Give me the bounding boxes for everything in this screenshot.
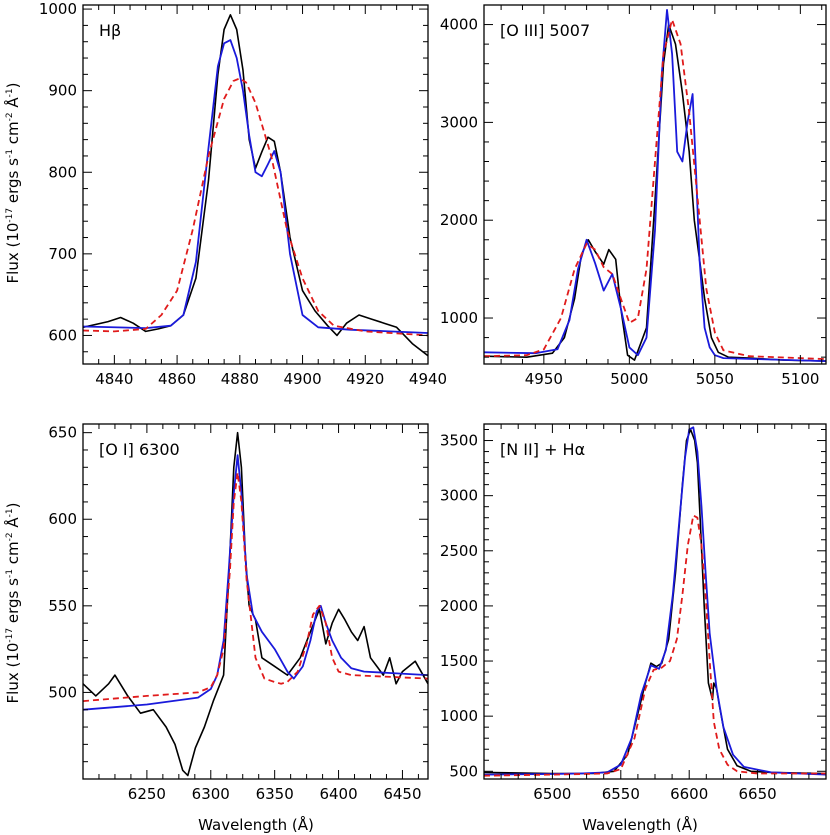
panel-title-oiii-5007: [O III] 5007: [500, 21, 590, 40]
y-tick-label: 800: [48, 163, 77, 181]
x-tick-label: 6500: [533, 785, 571, 803]
y-tick-label: 1000: [440, 707, 478, 725]
y-tick-label: 900: [48, 82, 77, 100]
y-axis-title-lower: Flux (10-17 ergs s-1 cm-2 Å-1): [3, 503, 22, 704]
y-tick-label: 1000: [39, 0, 77, 18]
series-red-dashed-nii-halpha: [484, 514, 826, 777]
x-tick-label: 5000: [610, 370, 648, 388]
panel-title-hbeta: Hβ: [99, 21, 121, 40]
y-tick-label: 3500: [440, 432, 478, 450]
y-tick-label: 1000: [440, 309, 478, 327]
y-axis-title-upper: Flux (10-17 ergs s-1 cm-2 Å-1): [3, 83, 22, 284]
y-tick-label: 2500: [440, 542, 478, 560]
y-tick-label: 2000: [440, 211, 478, 229]
panel-hbeta: 4840 4860 4880 4900 4920 4940 600 700 800 900 1000…: [39, 0, 447, 388]
x-tick-label: 6550: [602, 785, 640, 803]
series-black-solid-nii-halpha: [484, 428, 826, 775]
x-tick-label: 4900: [283, 370, 321, 388]
series-blue-solid-oiii-5007: [484, 9, 826, 362]
series-red-dashed-hbeta: [83, 77, 428, 337]
panel-title-nii-halpha: [N II] + Hα: [500, 440, 585, 459]
plot-frame-oi-6300: [82, 423, 429, 780]
y-tick-label: 3000: [440, 113, 478, 131]
series-red-dashed-oi-6300: [83, 471, 428, 702]
x-tick-label: 6400: [319, 785, 357, 803]
panel-title-oi-6300: [O I] 6300: [99, 440, 180, 459]
plot-frame-nii-halpha: [483, 423, 827, 780]
x-tick-label: 6600: [670, 785, 708, 803]
x-tick-label: 4840: [95, 370, 133, 388]
x-axis-title-left: Wavelength (Å): [198, 815, 314, 834]
series-black-solid-hbeta: [83, 14, 428, 357]
y-tick-label: 700: [48, 245, 77, 263]
y-tick-label: 500: [449, 762, 478, 780]
x-tick-label: 4860: [158, 370, 196, 388]
series-black-solid-oi-6300: [83, 431, 428, 777]
y-tick-label: 1500: [440, 652, 478, 670]
x-tick-label: 4920: [346, 370, 384, 388]
chart-panels: 4840 4860 4880 4900 4920 4940 600 700 800 900 1000…: [39, 0, 827, 803]
x-tick-label: 6300: [192, 785, 230, 803]
plot-frame-oiii-5007: [483, 4, 827, 365]
y-tick-label: 600: [48, 510, 77, 528]
panel-nii-halpha: 6500 6550 6600 6650 500 1000 1500 2000 2500 3000 3…: [440, 423, 827, 803]
x-tick-label: 6450: [383, 785, 421, 803]
x-tick-label: 4940: [409, 370, 447, 388]
y-tick-label: 550: [48, 597, 77, 615]
series-black-solid-oiii-5007: [484, 23, 826, 362]
x-tick-label: 6650: [739, 785, 777, 803]
x-tick-label: 4950: [525, 370, 563, 388]
x-tick-label: 5050: [696, 370, 734, 388]
y-tick-label: 4000: [440, 16, 478, 34]
panel-oiii-5007: 4950 5000 5050 5100 1000 2000 3000 4000 [O III] …: [440, 4, 827, 388]
plot-frame-hbeta: [82, 4, 429, 365]
y-tick-label: 500: [48, 683, 77, 701]
x-tick-label: 5100: [781, 370, 819, 388]
x-tick-label: 6350: [256, 785, 294, 803]
series-blue-solid-hbeta: [83, 39, 428, 334]
x-tick-label: 4880: [221, 370, 259, 388]
y-tick-label: 3000: [440, 487, 478, 505]
y-tick-label: 650: [48, 424, 77, 442]
x-axis-title-right: Wavelength (Å): [582, 815, 698, 834]
x-tick-label: 6250: [128, 785, 166, 803]
panel-oi-6300: 6250 6300 6350 6400 6450 500 550 600 650 [O I] 63…: [48, 423, 429, 803]
y-tick-label: 600: [48, 326, 77, 344]
y-tick-label: 2000: [440, 597, 478, 615]
series-blue-solid-oi-6300: [83, 454, 428, 711]
series-blue-solid-nii-halpha: [484, 426, 826, 776]
series-red-dashed-oiii-5007: [484, 18, 826, 360]
